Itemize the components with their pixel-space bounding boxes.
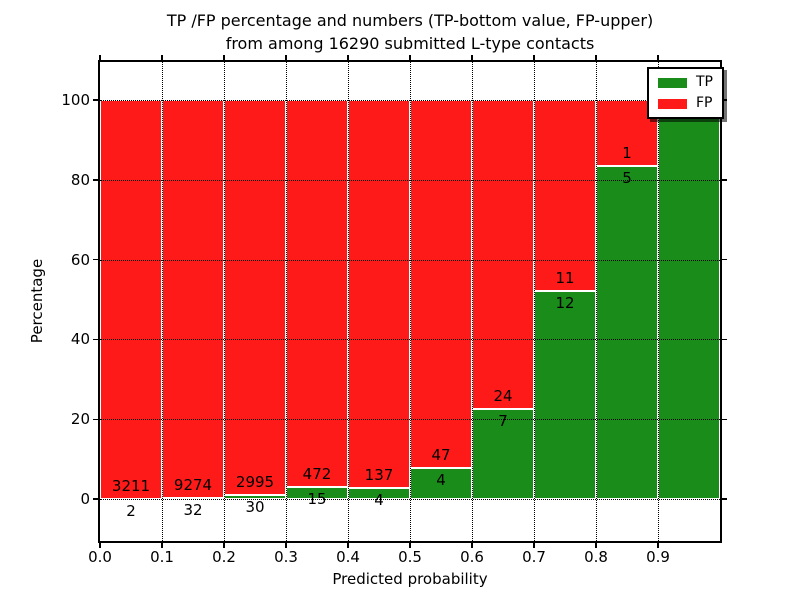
legend-label: TP [696,74,713,90]
legend-item: TP [658,75,713,90]
bar-segment-tp [534,290,596,500]
y-tick-left [93,498,98,500]
fp-count-label: 1 [622,144,632,163]
bar-segment-tp [596,166,658,500]
x-tick-label: 0.0 [88,548,112,566]
tp-count-label: 5 [622,169,632,188]
y-tick-left [93,338,98,341]
y-tick-label: 80 [70,170,90,189]
fp-count-label: 9274 [173,475,213,494]
legend-label: FP [696,95,713,111]
gridline-vertical [534,62,535,541]
gridline-vertical [658,62,659,541]
y-tick-label: 100 [61,90,90,109]
chart-title: TP /FP percentage and numbers (TP-bottom… [98,9,722,55]
bar-segment-tp [658,99,720,500]
gridline-vertical [410,62,411,541]
fp-count-label: 11 [555,268,575,287]
fp-count-label: 24 [493,386,513,405]
tp-count-label: 2 [126,501,136,520]
x-tick-bottom [595,543,597,548]
fp-count-label: 137 [364,465,394,484]
bar-segment-fp [286,99,348,487]
gridline-vertical [596,62,597,541]
y-tick-right [722,498,727,500]
y-tick-right [722,418,727,420]
tp-count-label: 4 [374,490,384,509]
x-tick-bottom [285,543,287,548]
y-tick-label: 60 [70,250,90,269]
x-tick-bottom [409,543,411,548]
x-tick-label: 0.6 [460,548,484,566]
bar-segment-fp [224,99,286,496]
y-tick-left [93,418,98,420]
gridline-vertical [472,62,473,541]
tp-count-label: 7 [498,411,508,430]
x-tick-bottom [347,543,349,548]
x-tick-top [285,55,287,60]
chart-title-line-1: TP /FP percentage and numbers (TP-bottom… [166,11,654,30]
y-tick-label: 20 [70,410,90,429]
legend: TP FP [647,67,724,119]
y-tick-label: 40 [70,330,90,349]
y-tick-right [722,338,727,341]
fp-count-label: 2995 [235,473,275,492]
tp-count-label: 30 [245,498,265,517]
legend-item: FP [658,96,713,111]
y-tick-label: 0 [80,490,90,509]
gridline-vertical [348,62,349,541]
tp-count-label: 12 [555,293,575,312]
x-tick-label: 0.4 [336,548,360,566]
x-tick-top [347,55,349,60]
y-tick-left [93,99,98,101]
y-tick-right [722,179,727,181]
tp-count-label: 32 [183,500,203,519]
x-tick-label: 0.5 [398,548,422,566]
x-tick-top [99,55,101,60]
plot-area: 321129274322995304721513744742471112157 [98,60,722,543]
bar-segment-fp [162,99,224,498]
tp-count-label: 15 [307,489,327,508]
tp-count-label: 4 [436,470,446,489]
x-tick-label: 0.3 [274,548,298,566]
x-tick-label: 0.1 [150,548,174,566]
x-tick-bottom [533,543,535,548]
y-tick-right [722,258,727,261]
bar-segment-fp [472,99,534,409]
gridline-vertical [286,62,287,541]
chart-title-line-2: from among 16290 submitted L-type contac… [225,34,595,53]
x-tick-top [223,55,225,60]
gridline-vertical [224,62,225,541]
x-axis-label: Predicted probability [332,570,488,588]
y-tick-right [722,99,727,101]
legend-swatch-fp [658,98,687,109]
x-tick-label: 0.7 [522,548,546,566]
x-tick-label: 0.9 [646,548,670,566]
fp-count-label: 47 [431,445,451,464]
x-tick-bottom [471,543,473,548]
fp-count-label: 472 [302,464,332,483]
gridline-vertical [162,62,163,541]
x-tick-top [161,55,163,60]
y-tick-left [93,179,98,181]
fp-count-label: 3211 [111,476,151,495]
x-tick-top [533,55,535,60]
x-tick-label: 0.8 [584,548,608,566]
x-tick-top [471,55,473,60]
x-tick-bottom [99,543,101,548]
bar-segment-fp [348,99,410,488]
y-tick-left [93,258,98,261]
bar-segment-fp [410,99,472,468]
x-tick-label: 0.2 [212,548,236,566]
x-tick-bottom [223,543,225,548]
x-tick-top [657,55,659,60]
legend-swatch-tp [658,77,687,88]
x-tick-bottom [161,543,163,548]
bar-segment-fp [100,99,162,499]
x-tick-top [595,55,597,60]
x-tick-bottom [657,543,659,548]
bar-segment-fp [534,99,596,291]
x-tick-top [409,55,411,60]
